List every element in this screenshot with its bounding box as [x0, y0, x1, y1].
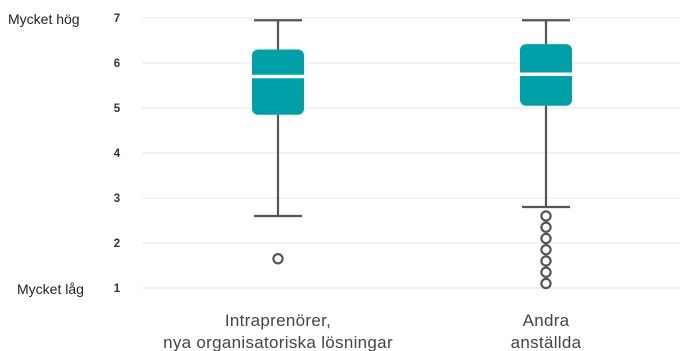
grid-lines	[142, 17, 680, 289]
outlier-point	[540, 255, 552, 267]
outlier-point	[540, 232, 552, 245]
y-tick-label: 5	[114, 103, 121, 115]
y-anchor-labels: Mycket hög Mycket låg	[8, 11, 84, 297]
outlier-point	[272, 253, 284, 265]
outlier-point	[540, 244, 552, 256]
box-series	[520, 19, 572, 290]
y-tick-label: 1	[114, 283, 121, 295]
category-labels: Intraprenörer, nya organisatoriska lösni…	[163, 311, 582, 351]
outlier-point	[540, 210, 552, 222]
box-series	[252, 19, 304, 265]
outlier-point	[540, 277, 552, 290]
y-tick-label: 3	[114, 193, 120, 205]
category-label-line: Intraprenörer,	[225, 311, 331, 330]
outlier-point	[540, 221, 552, 233]
y-tick-label: 7	[114, 13, 120, 25]
y-tick-label: 4	[114, 148, 121, 160]
category-label-line: nya organisatoriska lösningar	[163, 333, 393, 351]
y-tick-label: 6	[114, 58, 120, 70]
boxes	[252, 19, 572, 290]
y-tick-labels: 1 2 3 4 5 6 7	[114, 13, 121, 295]
y-anchor-label-bottom: Mycket låg	[17, 281, 84, 297]
category-label-line: Andra	[523, 311, 570, 330]
y-tick-label: 2	[114, 238, 120, 250]
y-anchor-label-top: Mycket hög	[8, 11, 80, 27]
iqr-box	[252, 49, 304, 115]
outlier-point	[540, 266, 552, 278]
category-label-line: anställda	[511, 333, 582, 351]
